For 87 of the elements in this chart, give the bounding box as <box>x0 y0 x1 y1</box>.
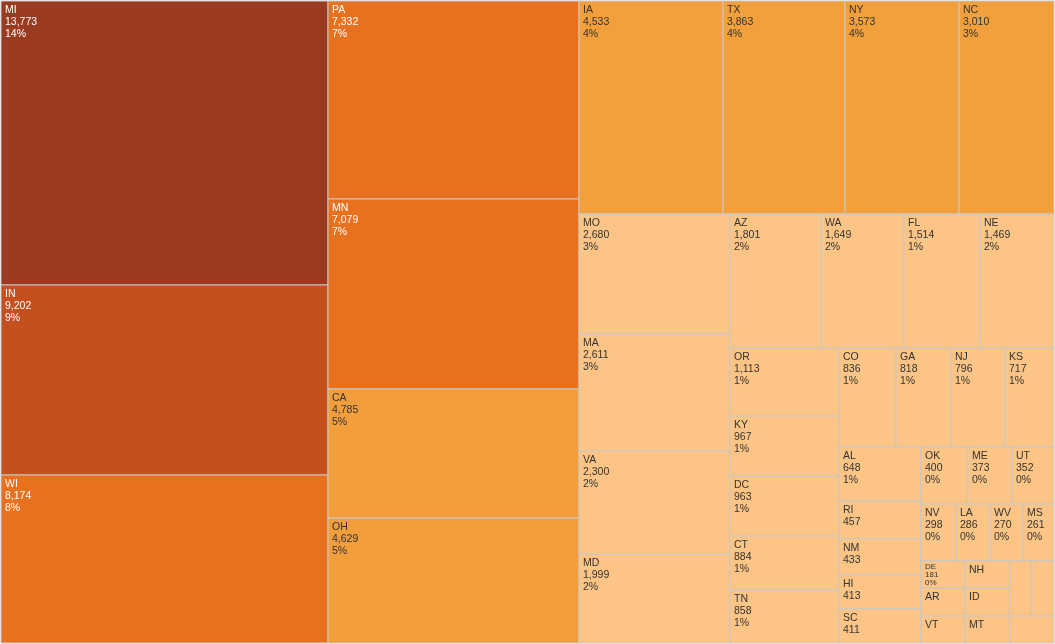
category-label: DE <box>925 562 937 571</box>
data-label: 717 1% <box>1009 362 1027 386</box>
category-label: WV <box>994 506 1011 518</box>
data-label: 796 1% <box>955 362 973 386</box>
data-label: 286 0% <box>960 518 978 542</box>
data-label: 836 1% <box>843 362 861 386</box>
category-label: WA <box>825 216 842 228</box>
data-label: 818 1% <box>900 362 918 386</box>
data-label: 967 1% <box>734 430 752 454</box>
category-label: AL <box>843 449 856 461</box>
category-label: NE <box>984 216 999 228</box>
category-label: WI <box>5 477 18 489</box>
category-label: KS <box>1009 350 1024 362</box>
data-label: 858 1% <box>734 604 752 628</box>
data-label: 433 <box>843 553 861 565</box>
category-label: TX <box>727 3 741 15</box>
category-label: TN <box>734 592 748 604</box>
data-label: 1,514 1% <box>908 228 935 252</box>
data-label: 7,332 7% <box>332 15 359 39</box>
category-label: MO <box>583 216 600 228</box>
data-label: 4,785 5% <box>332 403 359 427</box>
category-label: RI <box>843 503 854 515</box>
category-label: KY <box>734 418 749 430</box>
data-label: 270 0% <box>994 518 1012 542</box>
category-label: GA <box>900 350 916 362</box>
data-label: 963 1% <box>734 490 752 514</box>
category-label: HI <box>843 577 854 589</box>
category-label: ME <box>972 449 988 461</box>
category-label: SC <box>843 611 858 623</box>
data-label: 352 0% <box>1016 461 1034 485</box>
category-label: MI <box>5 3 17 15</box>
category-label: PA <box>332 3 346 15</box>
category-label: NH <box>969 563 985 575</box>
category-label: FL <box>908 216 921 228</box>
category-label: CT <box>734 538 749 550</box>
data-label: 884 1% <box>734 550 752 574</box>
category-label: MS <box>1027 506 1043 518</box>
data-label: 413 <box>843 589 861 601</box>
category-label: CO <box>843 350 859 362</box>
category-label: LA <box>960 506 973 518</box>
data-label: 3,863 4% <box>727 15 754 39</box>
category-label: AZ <box>734 216 748 228</box>
category-label: CA <box>332 391 347 403</box>
category-label: IN <box>5 287 16 299</box>
data-label: 400 0% <box>925 461 943 485</box>
category-label: VT <box>925 618 939 630</box>
category-label: NC <box>963 3 979 15</box>
category-label: NJ <box>955 350 968 362</box>
category-label: MN <box>332 201 349 213</box>
data-label: 2,611 3% <box>583 348 609 372</box>
data-label: 457 <box>843 515 861 527</box>
category-label: AR <box>925 590 940 602</box>
data-label: 373 0% <box>972 461 990 485</box>
data-label: 4,629 5% <box>332 532 359 556</box>
data-label: 298 0% <box>925 518 943 542</box>
data-label: 1,649 2% <box>825 228 852 252</box>
data-label: 8,174 8% <box>5 489 32 513</box>
data-label: 9,202 9% <box>5 299 32 323</box>
category-label: MA <box>583 336 599 348</box>
category-label: IA <box>583 3 593 15</box>
category-label: OK <box>925 449 941 461</box>
category-label: DC <box>734 478 750 490</box>
data-label: 1,801 2% <box>734 228 761 252</box>
category-label: OR <box>734 350 751 362</box>
data-label: 261 0% <box>1027 518 1045 542</box>
data-label: 2,680 3% <box>583 228 610 252</box>
category-label: NM <box>843 541 860 553</box>
category-label: OH <box>332 520 348 532</box>
category-label: MD <box>583 556 600 568</box>
category-label: UT <box>1016 449 1031 461</box>
category-label: ID <box>969 590 980 602</box>
category-label: VA <box>583 453 597 465</box>
data-label: 411 <box>843 623 860 635</box>
data-label: 13,773 14% <box>5 15 38 39</box>
data-label: 2,300 2% <box>583 465 610 489</box>
data-label: 4,533 4% <box>583 15 610 39</box>
data-label: 1,113 1% <box>734 362 760 386</box>
data-label: 7,079 7% <box>332 213 359 237</box>
data-label: 3,573 4% <box>849 15 876 39</box>
data-label: 3,010 3% <box>963 15 990 39</box>
category-label: NV <box>925 506 940 518</box>
category-label: MT <box>969 618 985 630</box>
data-label: 1,469 2% <box>984 228 1011 252</box>
data-label: 1,999 2% <box>583 568 610 592</box>
category-label: NY <box>849 3 864 15</box>
data-label: 648 1% <box>843 461 861 485</box>
data-label: 181 0% <box>925 570 939 587</box>
